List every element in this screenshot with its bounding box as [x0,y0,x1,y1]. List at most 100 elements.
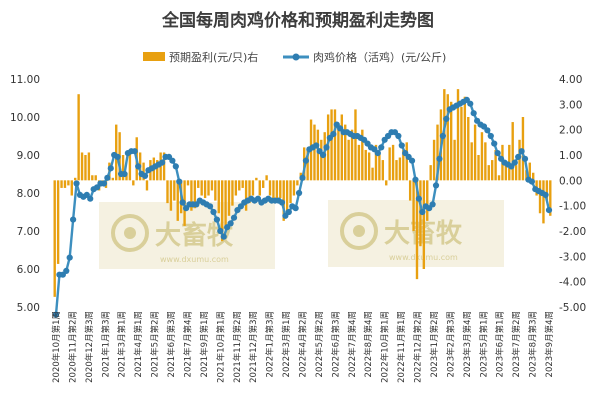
profit-bar [354,109,357,181]
profit-bar [549,180,552,216]
profit-bar [210,180,214,191]
profit-bar [275,180,279,199]
profit-bar [381,160,385,181]
profit-bar [398,157,402,181]
profit-bar [497,175,501,181]
right-axis-tick-label: 2.00 [559,125,582,137]
price-point [319,151,327,159]
price-point [408,157,416,164]
price-point [439,132,446,140]
profit-bar [405,142,408,181]
price-point [528,178,535,185]
x-axis-tick-label: 2021年11月第2周 [232,311,243,383]
price-point [169,157,176,164]
left-axis: 5.00 6.00 7.00 8.00 9.00 10.00 11.00 [10,74,40,314]
price-point [521,155,529,162]
profit-bar [408,180,412,201]
profit-bar [320,139,323,181]
price-point [484,127,491,134]
profit-bar [357,144,361,181]
profit-bar [53,180,56,297]
profit-bar [238,180,241,191]
profit-bar [532,172,535,181]
profit-bar [214,180,217,201]
price-point [515,153,522,160]
price-point [278,199,286,206]
price-point [131,148,138,155]
x-axis-tick-label: 2022年7月第4周 [347,311,358,377]
x-axis-tick-label: 2020年10月第1周 [51,311,62,383]
profit-bar [477,155,480,181]
profit-bar [74,177,77,181]
x-axis-tick-label: 2021年5月第2周 [150,311,161,377]
profit-bar [258,180,261,196]
profit-bar [306,149,309,181]
profit-bar [285,180,289,211]
profit-bar [251,180,255,196]
right-axis-tick-label: 4.00 [559,74,582,86]
profit-bar [91,175,94,181]
profit-bar [121,155,125,181]
profit-bar [446,94,449,181]
x-axis-tick-label: 2020年11月第2周 [67,311,78,383]
profit-bar [525,170,528,181]
profit-bar [224,180,227,229]
price-point [429,201,436,208]
x-axis-tick-label: 2021年9月第1周 [199,311,210,377]
price-point [135,163,142,170]
profit-bar [330,109,333,181]
left-axis-tick-label: 11.00 [10,74,40,86]
x-axis-tick-label: 2023年6月第1周 [495,311,506,377]
price-point [172,163,179,170]
profit-bar [63,180,67,188]
price-point [52,311,60,318]
profit-bar [56,180,60,264]
profit-bar [220,180,224,242]
profit-bar [162,152,166,181]
x-axis-tick-label: 2021年7月第4周 [183,311,194,377]
profit-bar [371,167,374,181]
profit-bar [426,180,429,221]
profit-bar [361,129,364,181]
profit-bar [248,180,251,204]
x-axis-tick-label: 2022年1月第3周 [265,311,276,377]
x-axis-tick-label: 2022年12月第2周 [413,311,424,383]
profit-bar [456,89,460,181]
x-axis-tick-label: 2021年12月第3周 [248,311,259,383]
right-axis-tick-label: 0.00 [559,175,582,187]
profit-bar [217,180,220,214]
profit-bar [94,175,97,181]
x-axis-tick-label: 2021年10月第1周 [215,311,226,383]
profit-bar [388,147,391,181]
price-point [141,172,149,179]
profit-bar [296,180,299,186]
profit-bar [429,165,432,181]
profit-bar [132,180,135,186]
x-axis-tick-label: 2021年6月第3周 [166,311,177,377]
price-point [467,100,474,107]
profit-bar [344,124,347,181]
left-axis-tick-label: 5.00 [17,302,40,314]
x-axis-tick-label: 2021年1月第3周 [100,311,111,377]
x-axis-tick-label: 2023年2月第3周 [445,311,456,377]
profit-bar [432,139,436,181]
price-point [432,182,440,189]
profit-bar [169,180,173,211]
price-point [104,174,111,181]
profit-bar [262,180,265,188]
x-axis: 2020年10月第1周 2020年11月第2周 2020年12月第3周 2021年1月… [51,311,555,383]
profit-bar [460,106,463,181]
profit-bar [340,114,343,181]
price-point [378,144,385,151]
profit-bar [480,132,484,181]
profit-bar [463,96,467,181]
profit-bar [125,172,128,181]
price-point [121,170,128,178]
price-point [487,132,494,140]
profit-bar [484,142,487,181]
profit-bar [395,160,398,181]
svg-text:www.dxumu.com: www.dxumu.com [160,255,229,264]
right-axis-tick-label: 1.00 [559,150,582,162]
profit-bar [313,124,316,181]
